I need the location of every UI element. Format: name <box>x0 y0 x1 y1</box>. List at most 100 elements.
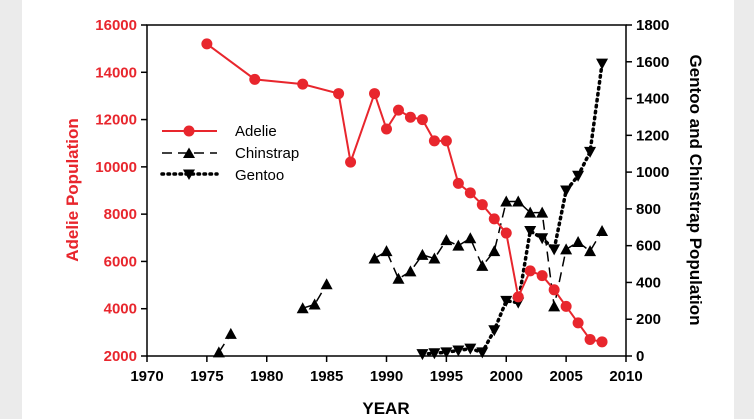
left-y-tick-label: 14000 <box>95 64 137 81</box>
left-y-tick-label: 6000 <box>104 253 137 270</box>
series-layer <box>201 38 609 361</box>
chinstrap-point <box>476 259 489 271</box>
chinstrap-point <box>440 234 453 246</box>
x-tick-label: 1985 <box>310 368 343 385</box>
chinstrap-point <box>524 206 537 218</box>
legend-adelie-label: Adelie <box>235 123 277 140</box>
left-y-tick-label: 12000 <box>95 112 137 129</box>
adelie-point <box>536 270 548 282</box>
legend-gentoo-marker <box>183 169 195 180</box>
adelie-point <box>572 317 584 329</box>
chinstrap-point <box>572 235 585 247</box>
adelie-point <box>440 135 452 147</box>
gentoo-point <box>464 343 477 355</box>
right-y-tick-label: 200 <box>636 311 661 328</box>
x-tick-label: 2010 <box>609 368 642 385</box>
adelie-point <box>249 73 261 85</box>
left-y-axis: 2000 4000 6000 8000 10000 12000 14000 16000 <box>95 17 147 365</box>
adelie-point <box>464 187 476 199</box>
gentoo-line <box>420 61 604 356</box>
chinstrap-point <box>380 245 393 257</box>
chinstrap-point <box>392 272 405 284</box>
right-y-axis: 0 200 400 600 800 1000 1200 1400 1600 1800 <box>626 17 669 365</box>
legend: Adelie Chinstrap Gentoo <box>160 123 299 184</box>
adelie-point <box>416 114 428 126</box>
chinstrap-point <box>488 245 501 257</box>
adelie-point <box>345 156 357 168</box>
gentoo-point <box>596 58 609 70</box>
gentoo-point <box>584 146 597 158</box>
right-y-tick-label: 600 <box>636 238 661 255</box>
x-tick-label: 1975 <box>190 368 223 385</box>
gentoo-point <box>452 345 465 357</box>
adelie-point <box>381 123 392 135</box>
right-y-tick-label: 1000 <box>636 164 669 181</box>
gentoo-point <box>488 325 501 337</box>
left-y-tick-label: 4000 <box>104 301 137 318</box>
right-y-tick-label: 1200 <box>636 127 669 144</box>
chinstrap-point <box>308 298 321 310</box>
adelie-point <box>297 78 309 90</box>
adelie-point <box>452 177 464 189</box>
gentoo-point <box>548 244 561 256</box>
gentoo-point <box>572 170 585 182</box>
gentoo-point <box>416 349 429 361</box>
chinstrap-point <box>416 248 429 260</box>
chinstrap-point <box>512 195 525 207</box>
adelie-point <box>596 336 608 348</box>
chart-frame: 1970 1975 1980 1985 1990 1995 2000 2005 2010 200… <box>22 0 734 419</box>
x-tick-label: 1970 <box>130 368 163 385</box>
adelie-point <box>500 227 512 239</box>
left-y-tick-label: 10000 <box>95 159 137 176</box>
gentoo-point <box>560 185 573 197</box>
legend-chinstrap-marker <box>183 147 195 158</box>
x-tick-label: 1995 <box>430 368 463 385</box>
adelie-line <box>206 43 603 343</box>
chinstrap-point <box>536 206 549 218</box>
chinstrap-point <box>368 252 381 264</box>
chinstrap-point <box>548 300 561 312</box>
legend-adelie-marker <box>183 125 195 137</box>
right-y-tick-label: 1600 <box>636 54 669 71</box>
x-axis: 1970 1975 1980 1985 1990 1995 2000 2005 2010 <box>130 356 643 385</box>
right-y-axis-title: Gentoo and Chinstrap Population <box>686 54 705 325</box>
adelie-point <box>512 291 524 303</box>
chinstrap-point <box>404 265 417 277</box>
adelie-point <box>560 300 572 312</box>
x-tick-label: 1990 <box>370 368 403 385</box>
right-y-tick-label: 0 <box>636 348 644 365</box>
chinstrap-point <box>464 232 477 244</box>
chinstrap-point <box>428 252 441 264</box>
chinstrap-line <box>374 200 603 307</box>
gentoo-point <box>536 233 549 245</box>
adelie-point <box>392 104 404 116</box>
legend-gentoo-label: Gentoo <box>235 167 284 184</box>
adelie-point <box>584 333 596 345</box>
population-chart: 1970 1975 1980 1985 1990 1995 2000 2005 2010 200… <box>63 17 705 418</box>
chinstrap-point <box>212 346 225 358</box>
left-y-tick-label: 2000 <box>104 348 137 365</box>
gentoo-point <box>476 347 489 359</box>
right-y-tick-label: 800 <box>636 201 661 218</box>
chinstrap-point <box>500 195 513 207</box>
legend-chinstrap-label: Chinstrap <box>235 145 299 162</box>
gentoo-point <box>524 225 537 237</box>
chinstrap-line <box>302 283 328 309</box>
x-tick-label: 2000 <box>490 368 523 385</box>
x-tick-label: 2005 <box>549 368 582 385</box>
chinstrap-point <box>296 302 309 314</box>
chinstrap-point <box>452 239 465 251</box>
chinstrap-point <box>596 224 609 236</box>
adelie-point <box>428 135 440 147</box>
right-y-tick-label: 400 <box>636 274 661 291</box>
chinstrap-point <box>584 245 597 257</box>
left-y-tick-label: 16000 <box>95 17 137 34</box>
adelie-point <box>404 111 416 123</box>
adelie-point <box>524 265 536 277</box>
chinstrap-point <box>320 278 333 290</box>
chinstrap-point <box>560 243 573 255</box>
left-y-tick-label: 8000 <box>104 206 137 223</box>
gentoo-point <box>440 347 453 359</box>
adelie-point <box>333 88 345 100</box>
adelie-point <box>488 213 500 225</box>
